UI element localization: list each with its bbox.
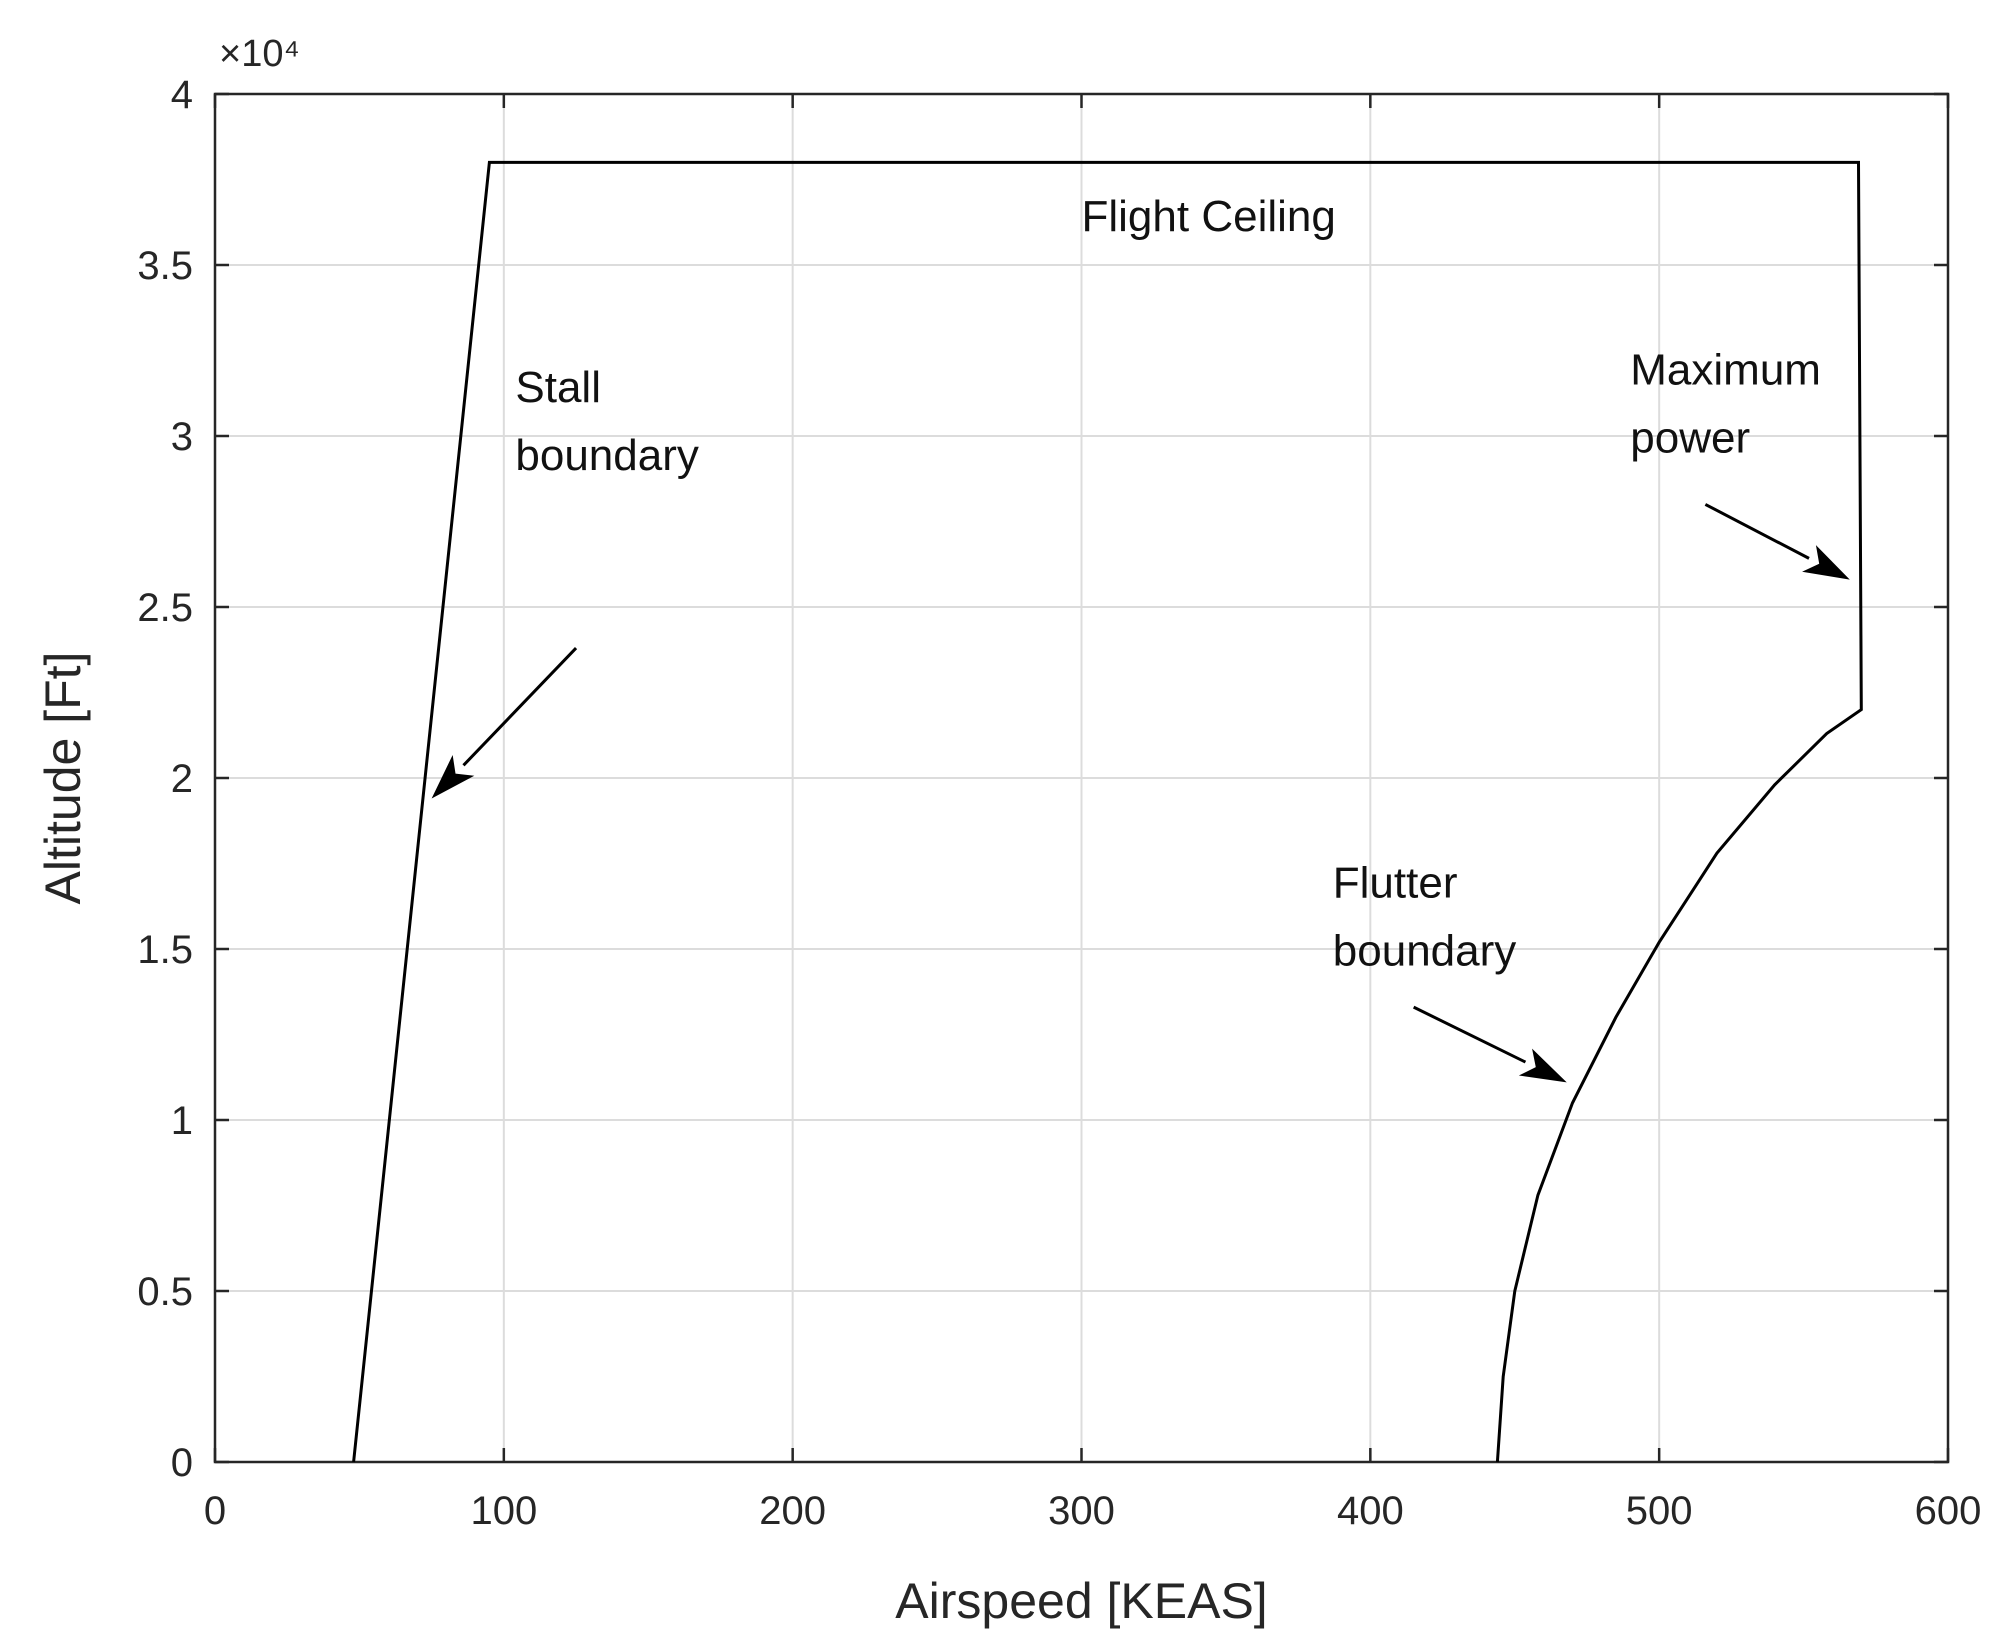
y-tick-label: 4 (171, 73, 193, 117)
annotation-line: Maximum (1630, 346, 1821, 395)
annotation-line: Flight Ceiling (1082, 192, 1336, 241)
x-tick-label: 600 (1915, 1489, 1982, 1533)
x-tick-label: 500 (1626, 1489, 1693, 1533)
annotation-text: Maximum power (1630, 346, 1821, 463)
y-tick-label: 3.5 (137, 244, 193, 288)
annotations: Flight Ceiling Stall boundary Maximum power F… (431, 192, 1850, 1083)
y-tick-label: 2 (171, 757, 193, 801)
y-tick-label: 0.5 (137, 1270, 193, 1314)
y-tick-label: 3 (171, 415, 193, 459)
y-tick-label: 1 (171, 1099, 193, 1143)
annotation-arrowhead (1802, 545, 1850, 580)
annotation-text: Flutter boundary (1333, 859, 1516, 976)
envelope-line (352, 160, 1863, 1463)
x-tick-label: 400 (1337, 1489, 1404, 1533)
y-tick-label: 0 (171, 1441, 193, 1485)
annotation-arrow (1704, 503, 1810, 560)
annotation-line: Flutter (1333, 859, 1458, 908)
series-layer (352, 160, 1863, 1463)
y-axis-multiplier: ×10⁴ (219, 33, 300, 75)
annotation-line: power (1630, 414, 1750, 463)
annotation-arrowhead (1518, 1048, 1567, 1083)
x-tick-label: 100 (470, 1489, 537, 1533)
annotation-line: boundary (1333, 927, 1516, 976)
annotation-arrow (1412, 1005, 1527, 1064)
x-tick-label: 300 (1048, 1489, 1115, 1533)
annotation-text: Stall boundary (515, 363, 698, 480)
x-tick-label: 200 (759, 1489, 826, 1533)
y-tick-label: 2.5 (137, 586, 193, 630)
annotation-text: Flight Ceiling (1082, 192, 1336, 241)
annotation-line: Stall (515, 363, 601, 412)
x-axis-label: Airspeed [KEAS] (895, 1573, 1267, 1629)
axis-ticks: 0 100 200 300 400 500 600 0 0.5 1 1.5 2 2.5 3 3.5 4 (137, 73, 1981, 1533)
grid-lines (214, 93, 1949, 1463)
y-axis-label: Altitude [Ft] (35, 652, 91, 905)
x-tick-label: 0 (204, 1489, 226, 1533)
annotation-arrowhead (431, 754, 475, 799)
y-tick-label: 1.5 (137, 928, 193, 972)
annotation-arrow (462, 647, 578, 767)
annotation-line: boundary (515, 431, 698, 480)
